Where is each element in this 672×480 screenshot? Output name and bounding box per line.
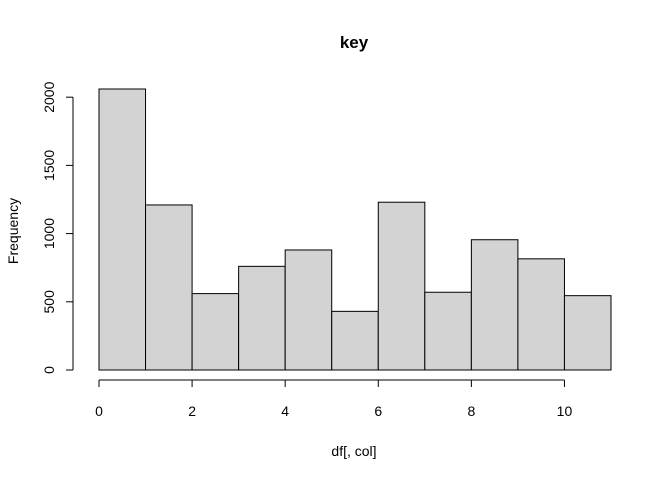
y-tick-label: 500 [41,290,57,314]
y-tick-label: 1000 [41,218,57,249]
y-axis-label: Frequency [5,198,21,264]
x-tick-label: 8 [467,403,475,419]
histogram-bar-6 [377,201,426,371]
histogram-bar-1 [145,204,193,371]
x-tick-label: 6 [374,403,382,419]
y-tick-label: 0 [41,366,57,374]
chart-title: key [340,33,369,52]
x-axis-label: df[, col] [331,443,376,459]
histogram-bar-8 [470,239,519,371]
x-tick-label: 0 [95,403,103,419]
histogram-bar-0 [98,88,147,371]
y-tick-label: 2000 [41,81,57,112]
histogram-bar-10 [563,295,612,371]
histogram-bar-5 [331,310,379,371]
y-axis: 0 500 1000 1500 2000 [41,81,74,374]
histogram-bar-3 [238,265,286,371]
histogram-bar-4 [284,249,333,371]
y-tick-label: 1500 [41,150,57,181]
x-tick-label: 2 [188,403,196,419]
bars-group [98,88,612,371]
x-axis: 0 2 4 6 8 10 [95,379,573,419]
histogram-bar-9 [517,258,565,371]
histogram-bar-7 [424,291,472,371]
histogram-bar-2 [191,293,240,371]
x-tick-label: 10 [557,403,573,419]
x-tick-label: 4 [281,403,289,419]
